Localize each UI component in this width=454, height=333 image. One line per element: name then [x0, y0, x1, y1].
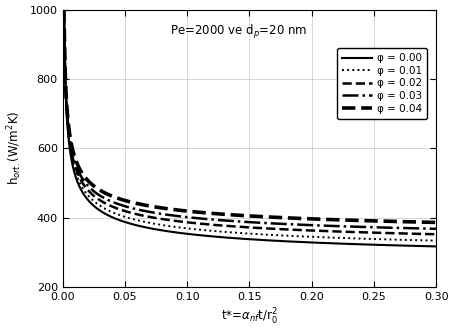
Text: Pe=2000 ve d$_p$=20 nm: Pe=2000 ve d$_p$=20 nm [169, 23, 307, 41]
φ = 0.00 [354, 242, 360, 246]
φ = 0.00 [434, 244, 439, 248]
φ = 0.03 [79, 176, 85, 180]
φ = 0.01 [242, 231, 247, 235]
φ = 0.02 [232, 224, 237, 228]
φ = 0.03 [60, 8, 66, 12]
φ = 0.02 [423, 232, 428, 236]
φ = 0.03 [242, 220, 247, 224]
Y-axis label: h$_{ort.}$(W/m$^2$K): h$_{ort.}$(W/m$^2$K) [5, 111, 24, 185]
φ = 0.04 [423, 220, 428, 224]
Line: φ = 0.02: φ = 0.02 [63, 10, 436, 234]
φ = 0.00 [423, 244, 428, 248]
φ = 0.04 [422, 220, 428, 224]
φ = 0.04 [232, 213, 237, 217]
φ = 0.02 [79, 180, 85, 184]
φ = 0.00 [79, 190, 85, 194]
φ = 0.00 [232, 236, 237, 240]
φ = 0.02 [60, 8, 66, 12]
φ = 0.01 [354, 236, 360, 240]
Line: φ = 0.04: φ = 0.04 [63, 10, 436, 222]
φ = 0.03 [434, 227, 439, 231]
φ = 0.03 [232, 219, 237, 223]
φ = 0.02 [434, 232, 439, 236]
φ = 0.00 [422, 244, 428, 248]
φ = 0.04 [354, 218, 360, 222]
φ = 0.04 [242, 214, 247, 218]
φ = 0.01 [422, 238, 428, 242]
φ = 0.01 [60, 8, 66, 12]
φ = 0.02 [422, 232, 428, 236]
φ = 0.04 [434, 220, 439, 224]
φ = 0.04 [60, 8, 66, 12]
φ = 0.02 [354, 230, 360, 234]
Line: φ = 0.01: φ = 0.01 [63, 10, 436, 241]
φ = 0.01 [434, 239, 439, 243]
Legend: φ = 0.00, φ = 0.01, φ = 0.02, φ = 0.03, φ = 0.04: φ = 0.00, φ = 0.01, φ = 0.02, φ = 0.03, … [337, 48, 427, 119]
φ = 0.03 [354, 225, 360, 229]
φ = 0.04 [79, 171, 85, 175]
φ = 0.00 [60, 8, 66, 12]
φ = 0.01 [232, 231, 237, 235]
X-axis label: t*=$\alpha_{nf}$t/r$_0^2$: t*=$\alpha_{nf}$t/r$_0^2$ [221, 307, 278, 327]
φ = 0.03 [422, 226, 428, 230]
φ = 0.00 [242, 237, 247, 241]
φ = 0.02 [242, 225, 247, 229]
φ = 0.01 [423, 238, 428, 242]
Line: φ = 0.03: φ = 0.03 [63, 10, 436, 229]
φ = 0.01 [79, 185, 85, 189]
φ = 0.03 [423, 226, 428, 230]
Line: φ = 0.00: φ = 0.00 [63, 10, 436, 246]
